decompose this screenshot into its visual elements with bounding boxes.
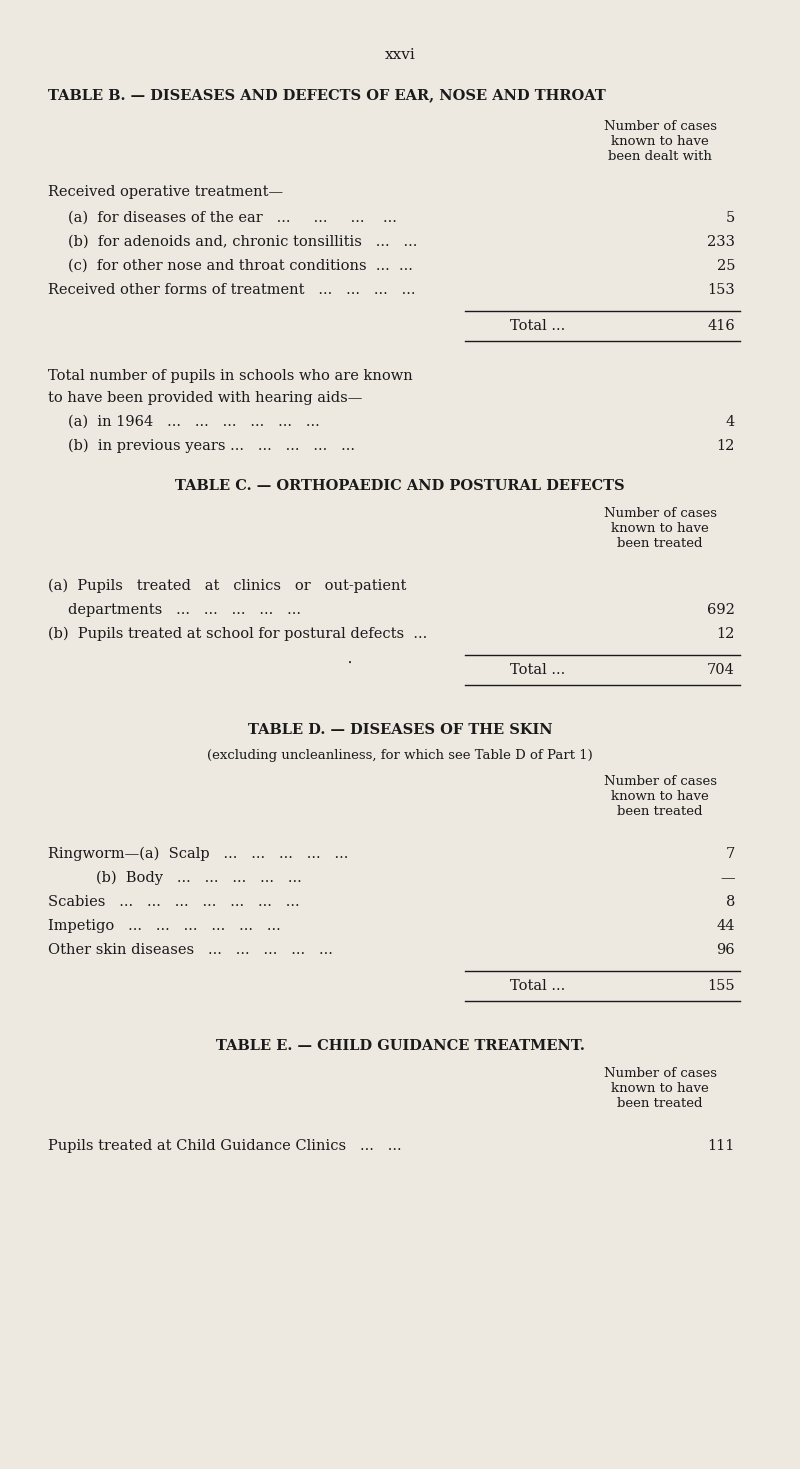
Text: 4: 4 — [726, 416, 735, 429]
Text: 25: 25 — [717, 259, 735, 273]
Text: (a)  in 1964   ...   ...   ...   ...   ...   ...: (a) in 1964 ... ... ... ... ... ... — [68, 416, 320, 429]
Text: 12: 12 — [717, 439, 735, 452]
Text: Total ...: Total ... — [510, 978, 566, 993]
Text: Number of cases
known to have
been treated: Number of cases known to have been treat… — [603, 1066, 717, 1111]
Text: departments   ...   ...   ...   ...   ...: departments ... ... ... ... ... — [68, 602, 301, 617]
Text: (b)  Pupils treated at school for postural defects  ...: (b) Pupils treated at school for postura… — [48, 627, 427, 642]
Text: (a)  Pupils   treated   at   clinics   or   out-patient: (a) Pupils treated at clinics or out-pat… — [48, 579, 406, 593]
Text: (b)  Body   ...   ...   ...   ...   ...: (b) Body ... ... ... ... ... — [96, 871, 302, 886]
Text: Impetigo   ...   ...   ...   ...   ...   ...: Impetigo ... ... ... ... ... ... — [48, 920, 281, 933]
Text: Number of cases
known to have
been treated: Number of cases known to have been treat… — [603, 507, 717, 549]
Text: Total ...: Total ... — [510, 319, 566, 333]
Text: (b)  for adenoids and, chronic tonsillitis   ...   ...: (b) for adenoids and, chronic tonsilliti… — [68, 235, 418, 250]
Text: 692: 692 — [707, 602, 735, 617]
Text: xxvi: xxvi — [385, 48, 415, 62]
Text: (a)  for diseases of the ear   ...     ...     ...    ...: (a) for diseases of the ear ... ... ... … — [68, 212, 397, 225]
Text: 12: 12 — [717, 627, 735, 640]
Text: 7: 7 — [726, 848, 735, 861]
Text: Total number of pupils in schools who are known: Total number of pupils in schools who ar… — [48, 369, 413, 383]
Text: —: — — [720, 871, 735, 884]
Text: TABLE D. — DISEASES OF THE SKIN: TABLE D. — DISEASES OF THE SKIN — [248, 723, 552, 737]
Text: (excluding uncleanliness, for which see Table D of Part 1): (excluding uncleanliness, for which see … — [207, 749, 593, 762]
Text: 96: 96 — [716, 943, 735, 956]
Text: (c)  for other nose and throat conditions  ...  ...: (c) for other nose and throat conditions… — [68, 259, 413, 273]
Text: Scabies   ...   ...   ...   ...   ...   ...   ...: Scabies ... ... ... ... ... ... ... — [48, 895, 300, 909]
Text: Number of cases
known to have
been dealt with: Number of cases known to have been dealt… — [603, 120, 717, 163]
Text: (b)  in previous years ...   ...   ...   ...   ...: (b) in previous years ... ... ... ... ..… — [68, 439, 355, 454]
Text: 155: 155 — [707, 978, 735, 993]
Text: 233: 233 — [707, 235, 735, 250]
Text: TABLE E. — CHILD GUIDANCE TREATMENT.: TABLE E. — CHILD GUIDANCE TREATMENT. — [215, 1039, 585, 1053]
Text: to have been provided with hearing aids—: to have been provided with hearing aids— — [48, 391, 362, 405]
Text: Number of cases
known to have
been treated: Number of cases known to have been treat… — [603, 776, 717, 818]
Text: Ringworm—(a)  Scalp   ...   ...   ...   ...   ...: Ringworm—(a) Scalp ... ... ... ... ... — [48, 848, 348, 861]
Text: 8: 8 — [726, 895, 735, 909]
Text: TABLE C. — ORTHOPAEDIC AND POSTURAL DEFECTS: TABLE C. — ORTHOPAEDIC AND POSTURAL DEFE… — [175, 479, 625, 494]
Text: Received other forms of treatment   ...   ...   ...   ...: Received other forms of treatment ... ..… — [48, 284, 415, 297]
Text: 44: 44 — [717, 920, 735, 933]
Text: 111: 111 — [708, 1138, 735, 1153]
Text: TABLE B. — DISEASES AND DEFECTS OF EAR, NOSE AND THROAT: TABLE B. — DISEASES AND DEFECTS OF EAR, … — [48, 88, 606, 101]
Text: Other skin diseases   ...   ...   ...   ...   ...: Other skin diseases ... ... ... ... ... — [48, 943, 333, 956]
Text: Total ...: Total ... — [510, 663, 566, 677]
Text: Pupils treated at Child Guidance Clinics   ...   ...: Pupils treated at Child Guidance Clinics… — [48, 1138, 402, 1153]
Text: 416: 416 — [707, 319, 735, 333]
Text: 704: 704 — [707, 663, 735, 677]
Text: Received operative treatment—: Received operative treatment— — [48, 185, 283, 198]
Text: 5: 5 — [726, 212, 735, 225]
Text: 153: 153 — [707, 284, 735, 297]
Text: •: • — [348, 660, 352, 667]
